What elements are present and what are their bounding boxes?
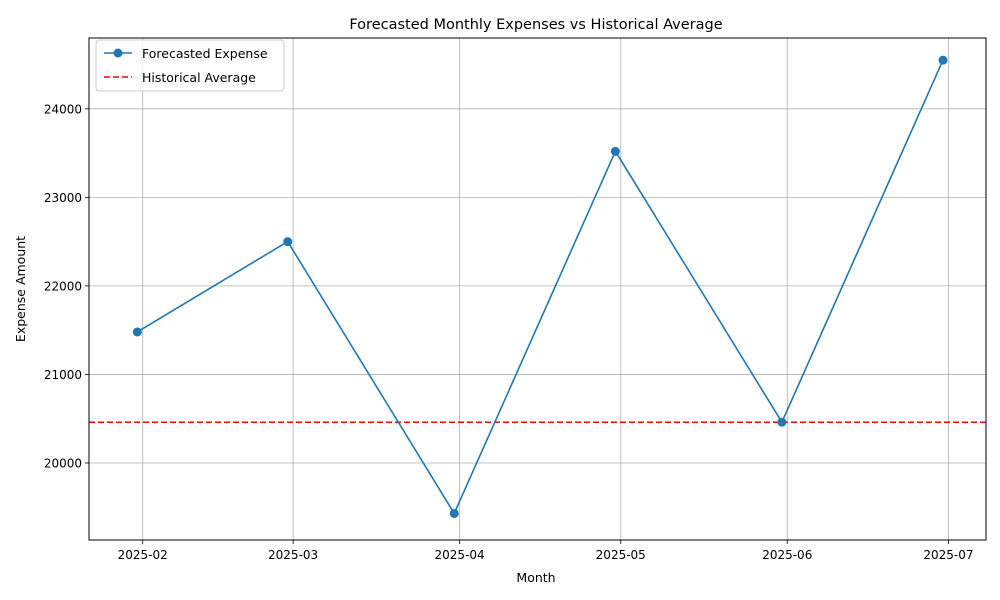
series-layer xyxy=(89,55,986,518)
y-tick-label: 23000 xyxy=(44,191,82,205)
x-axis-label: Month xyxy=(516,570,555,585)
y-tick-label: 24000 xyxy=(44,102,82,116)
x-tick-label: 2025-07 xyxy=(923,548,973,562)
y-axis-label: Expense Amount xyxy=(13,236,28,342)
legend-forecast-marker xyxy=(113,48,123,58)
y-tick-label: 22000 xyxy=(44,279,82,293)
legend: Forecasted Expense Historical Average xyxy=(95,39,285,92)
legend-frame xyxy=(95,39,285,92)
y-tick-label: 20000 xyxy=(44,456,82,470)
chart-title: Forecasted Monthly Expenses vs Historica… xyxy=(349,17,722,33)
forecast-point xyxy=(938,55,948,65)
x-tick-label: 2025-05 xyxy=(596,548,646,562)
forecast-point xyxy=(449,508,459,518)
x-tick-label: 2025-06 xyxy=(762,548,812,562)
forecast-series-line xyxy=(136,59,944,516)
grid-layer xyxy=(89,38,986,540)
y-tick-label: 21000 xyxy=(44,368,82,382)
x-tick-label: 2025-04 xyxy=(435,548,485,562)
forecast-point xyxy=(610,146,620,156)
x-tick-label: 2025-03 xyxy=(268,548,318,562)
forecast-point xyxy=(132,327,142,337)
x-tick-label: 2025-02 xyxy=(118,548,168,562)
legend-forecast-label: Forecasted Expense xyxy=(142,46,268,61)
forecast-point xyxy=(283,237,293,247)
forecast-point xyxy=(777,417,787,427)
tick-layer: 2025-02 2025-03 2025-04 2025-05 2025-06 2025-… xyxy=(44,102,974,562)
legend-average-label: Historical Average xyxy=(142,70,256,85)
plot-area-frame xyxy=(88,37,987,541)
